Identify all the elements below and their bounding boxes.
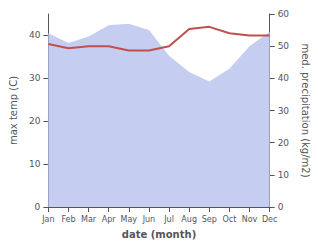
svg-text:20: 20 — [278, 138, 290, 148]
svg-text:0: 0 — [35, 202, 41, 212]
svg-text:60: 60 — [278, 9, 290, 19]
svg-text:med. precipitation (kg/m2): med. precipitation (kg/m2) — [300, 43, 311, 177]
svg-text:10: 10 — [29, 159, 41, 169]
svg-text:40: 40 — [278, 73, 290, 83]
svg-text:Feb: Feb — [61, 215, 75, 224]
svg-text:0: 0 — [278, 202, 284, 212]
svg-text:May: May — [121, 215, 138, 224]
svg-text:Nov: Nov — [242, 215, 258, 224]
svg-text:Dec: Dec — [262, 215, 277, 224]
svg-text:Jan: Jan — [41, 215, 54, 224]
svg-text:Mar: Mar — [81, 215, 97, 224]
svg-text:50: 50 — [278, 41, 290, 51]
svg-text:Oct: Oct — [222, 215, 236, 224]
svg-text:Jul: Jul — [163, 215, 174, 224]
svg-text:30: 30 — [29, 73, 41, 83]
svg-text:20: 20 — [29, 116, 41, 126]
svg-text:40: 40 — [29, 30, 41, 40]
svg-text:Apr: Apr — [102, 215, 117, 224]
svg-text:30: 30 — [278, 106, 290, 116]
svg-text:10: 10 — [278, 170, 290, 180]
svg-text:Jun: Jun — [142, 215, 156, 224]
svg-text:Aug: Aug — [181, 215, 197, 224]
svg-text:max temp (C): max temp (C) — [8, 76, 19, 145]
svg-text:date (month): date (month) — [122, 229, 196, 240]
svg-text:Sep: Sep — [202, 215, 217, 224]
